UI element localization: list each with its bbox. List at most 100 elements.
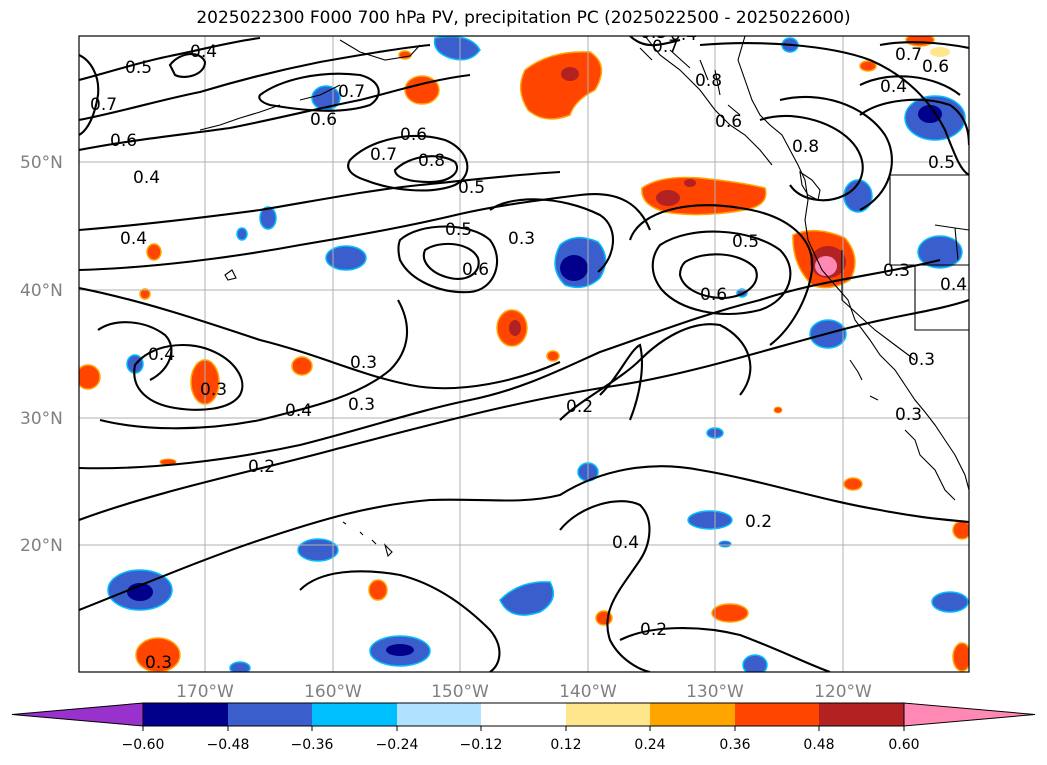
colorbar-tick-label: −0.48 xyxy=(207,737,250,753)
contour-label: 0.7 xyxy=(90,95,117,115)
precip-positive-blob xyxy=(546,350,560,362)
precip-positive-blob xyxy=(146,243,162,261)
colorbar-segment xyxy=(735,703,819,726)
precip-positive-blob xyxy=(368,579,388,601)
contour-label: 0.4 xyxy=(940,275,967,295)
colorbar-tick-label: 0.36 xyxy=(719,737,750,753)
colorbar-segment xyxy=(143,703,228,726)
colorbar-tick-label: 0.12 xyxy=(550,737,581,753)
colorbar-segment xyxy=(650,703,735,726)
lon-label: 130°W xyxy=(686,682,744,702)
precip-negative-blob xyxy=(499,581,555,616)
contour-label: 0.2 xyxy=(566,397,593,417)
contour-label: 0.4 xyxy=(148,345,175,365)
contour-label: 0.5 xyxy=(928,153,955,173)
contour-label: 0.3 xyxy=(640,23,667,43)
colorbar-tick-label: −0.36 xyxy=(291,737,334,753)
lon-label: 150°W xyxy=(431,682,489,702)
contour-label: 0.3 xyxy=(895,405,922,425)
contour-label: 0.4 xyxy=(670,25,697,45)
contour-label: 0.4 xyxy=(120,229,147,249)
contour-label: 0.5 xyxy=(458,178,485,198)
lon-label: 170°W xyxy=(176,682,234,702)
precip-negative-blob xyxy=(297,538,339,562)
lat-label: 40°N xyxy=(20,281,63,301)
precip-negative-blob xyxy=(560,255,588,281)
contour-label: 0.5 xyxy=(445,220,472,240)
colorbar-segment xyxy=(566,703,650,726)
colorbar-segment xyxy=(481,703,566,726)
figure-title: 2025022300 F000 700 hPa PV, precipitatio… xyxy=(196,8,851,28)
precip-negative-blob xyxy=(742,654,768,672)
colorbar-tick-label: −0.12 xyxy=(460,737,503,753)
precip-positive-blob xyxy=(656,190,680,206)
contour-label: 0.6 xyxy=(462,260,489,280)
contour-label: 0.3 xyxy=(908,350,935,370)
precip-negative-blob xyxy=(917,235,963,269)
contour-label: 0.3 xyxy=(350,353,377,373)
lon-label: 160°W xyxy=(304,682,362,702)
contour-label: 0.4 xyxy=(190,42,217,62)
longitude-labels: 170°W 160°W 150°W 140°W 130°W 120°W xyxy=(176,682,872,702)
precip-positive-blob xyxy=(952,520,969,540)
precip-negative-blob xyxy=(931,591,969,613)
precip-positive-blob xyxy=(561,67,579,81)
contour-label: 0.8 xyxy=(792,137,819,157)
precip-negative-blob xyxy=(259,206,277,230)
contour-label: 0.4 xyxy=(612,533,639,553)
coastlines xyxy=(199,36,969,558)
colorbar-ticks xyxy=(142,726,905,731)
map-frame xyxy=(78,35,970,673)
pv-contours xyxy=(79,36,969,672)
lon-label: 140°W xyxy=(559,682,617,702)
precip-negative-blob xyxy=(433,36,481,61)
precip-positive-blob xyxy=(135,637,181,672)
contour-label: 0.3 xyxy=(883,261,910,281)
contour-label: 0.7 xyxy=(652,37,679,57)
colorbar-segment xyxy=(819,703,904,726)
lat-label: 30°N xyxy=(20,409,63,429)
colorbar-tick-label: −0.60 xyxy=(122,737,165,753)
contour-label: 0.6 xyxy=(700,285,727,305)
latitude-labels: 50°N 40°N 30°N 20°N xyxy=(20,153,63,556)
contour-label: 0.4 xyxy=(285,401,312,421)
precip-positive-blob xyxy=(815,256,837,276)
contour-label: 0.6 xyxy=(400,125,427,145)
precip-negative-blob xyxy=(718,540,732,548)
lat-label: 20°N xyxy=(20,536,63,556)
precip-positive-blob xyxy=(843,477,863,491)
contour-label: 0.6 xyxy=(715,112,742,132)
lat-label: 50°N xyxy=(20,153,63,173)
precip-positive-blob xyxy=(859,60,877,72)
colorbar-extend-max xyxy=(903,702,1036,727)
precip-negative-blob xyxy=(236,227,248,241)
precip-positive-blob xyxy=(773,406,783,414)
precip-positive-blob xyxy=(519,51,603,120)
precip-positive-blob xyxy=(930,47,950,57)
contour-label: 0.4 xyxy=(133,168,160,188)
contour-label: 0.8 xyxy=(695,71,722,91)
colorbar-segment xyxy=(397,703,481,726)
precip-positive-blob xyxy=(509,320,521,336)
contour-label: 0.7 xyxy=(370,145,397,165)
contour-label: 0.2 xyxy=(745,512,772,532)
graticule xyxy=(79,36,969,672)
precip-negative-blob xyxy=(918,105,942,123)
map-area: 0.4 0.7 0.5 0.7 0.6 0.7 0.6 0.4 0.4 0.8 … xyxy=(79,23,969,672)
colorbar-tick-label: −0.24 xyxy=(376,737,419,753)
precip-positive-blob xyxy=(684,179,696,187)
contour-label: 0.6 xyxy=(310,110,337,130)
precip-shading xyxy=(79,36,969,672)
precip-positive-blob xyxy=(711,603,749,623)
colorbar: −0.60 −0.48 −0.36 −0.24 −0.12 0.12 0.24 … xyxy=(11,702,1036,753)
contour-label: 0.8 xyxy=(418,151,445,171)
colorbar-tick-label: 0.24 xyxy=(634,737,665,753)
contour-label: 0.5 xyxy=(732,232,759,252)
contour-labels: 0.4 0.7 0.5 0.7 0.6 0.7 0.6 0.4 0.4 0.8 … xyxy=(90,23,967,672)
contour-label: 0.3 xyxy=(348,395,375,415)
contour-label: 0.3 xyxy=(508,229,535,249)
precip-positive-blob xyxy=(79,364,101,390)
precip-negative-blob xyxy=(229,661,251,672)
colorbar-extend-min xyxy=(11,702,144,727)
